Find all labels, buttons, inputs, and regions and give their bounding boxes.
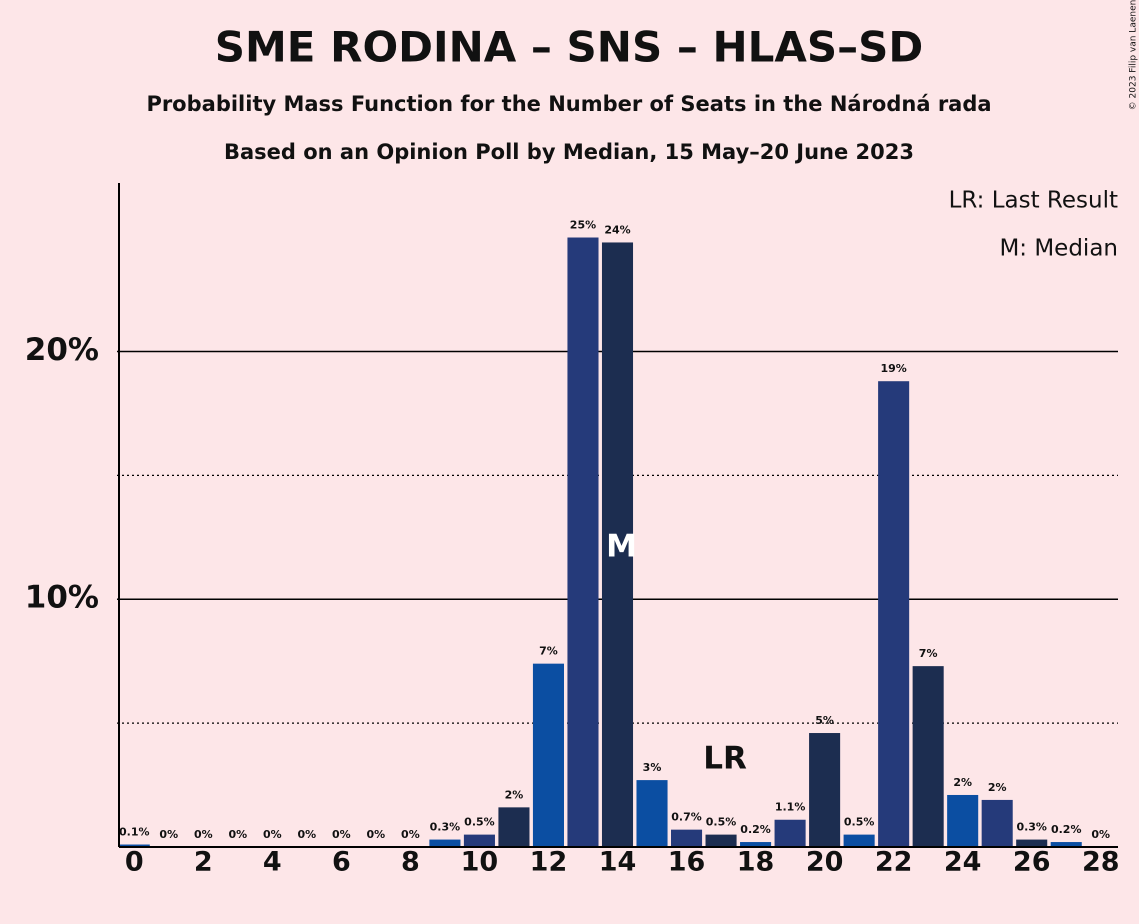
value-label: 5% bbox=[815, 714, 834, 727]
bar bbox=[912, 666, 944, 847]
value-label: 0% bbox=[401, 828, 420, 841]
bar bbox=[636, 780, 668, 847]
legend-entry: LR: Last Result bbox=[949, 188, 1118, 214]
value-label: 2% bbox=[988, 781, 1007, 794]
y-tick-label: 10% bbox=[25, 580, 99, 616]
x-tick-label: 22 bbox=[875, 847, 913, 878]
bar bbox=[740, 842, 772, 847]
x-tick-label: 12 bbox=[530, 847, 568, 878]
bar bbox=[1050, 842, 1082, 847]
value-label: 2% bbox=[505, 788, 524, 801]
value-label: 7% bbox=[919, 647, 938, 660]
bar bbox=[1016, 839, 1048, 847]
value-label: 0.5% bbox=[706, 816, 737, 829]
y-tick-label: 20% bbox=[25, 332, 99, 368]
value-label: 0.3% bbox=[430, 821, 461, 834]
x-tick-label: 0 bbox=[125, 847, 144, 878]
bar bbox=[843, 834, 875, 847]
value-label: 0.3% bbox=[1016, 821, 1047, 834]
value-label: 7% bbox=[539, 645, 558, 658]
bar bbox=[118, 844, 150, 847]
x-tick-label: 14 bbox=[599, 847, 637, 878]
value-label: 3% bbox=[643, 761, 662, 774]
bar bbox=[567, 237, 599, 848]
value-label: 1.1% bbox=[775, 801, 806, 814]
copyright: © 2023 Filip van Laenen bbox=[1129, 0, 1139, 110]
value-label: 0% bbox=[194, 828, 213, 841]
bar bbox=[601, 242, 634, 847]
value-label: 0.7% bbox=[671, 811, 702, 824]
value-label: 0% bbox=[298, 828, 317, 841]
x-tick-label: 20 bbox=[806, 847, 844, 878]
value-label: 0% bbox=[228, 828, 247, 841]
bar bbox=[705, 834, 737, 847]
value-label: 0.2% bbox=[740, 823, 771, 836]
value-label: 2% bbox=[953, 776, 972, 789]
x-tick-label: 4 bbox=[263, 847, 282, 878]
value-label: 19% bbox=[880, 362, 906, 375]
x-tick-label: 26 bbox=[1013, 847, 1051, 878]
value-label: 0% bbox=[263, 828, 282, 841]
x-tick-label: 6 bbox=[332, 847, 351, 878]
annotation: LR bbox=[703, 741, 747, 777]
x-tick-label: 18 bbox=[737, 847, 775, 878]
chart-subtitle: Based on an Opinion Poll by Median, 15 M… bbox=[224, 140, 914, 164]
value-label: 0.2% bbox=[1051, 823, 1082, 836]
x-tick-label: 2 bbox=[194, 847, 213, 878]
value-label: 0% bbox=[367, 828, 386, 841]
x-tick-label: 8 bbox=[401, 847, 420, 878]
x-tick-label: 16 bbox=[668, 847, 706, 878]
value-label: 0.5% bbox=[844, 816, 875, 829]
bar bbox=[774, 819, 806, 847]
bar bbox=[532, 663, 564, 847]
value-label: 0% bbox=[159, 828, 178, 841]
bar bbox=[498, 807, 530, 847]
bar bbox=[671, 829, 703, 847]
value-label: 0% bbox=[332, 828, 351, 841]
value-label: 0.5% bbox=[464, 816, 495, 829]
bar bbox=[463, 834, 495, 847]
bar bbox=[981, 799, 1013, 847]
bar bbox=[878, 381, 910, 847]
x-tick-label: 24 bbox=[944, 847, 982, 878]
value-label: 0% bbox=[1091, 828, 1110, 841]
bar bbox=[947, 794, 979, 847]
legend-entry: M: Median bbox=[999, 236, 1118, 262]
annotation: M bbox=[606, 529, 637, 565]
x-tick-label: 10 bbox=[461, 847, 499, 878]
bar bbox=[809, 733, 841, 847]
value-label: 24% bbox=[604, 223, 630, 236]
chart-title: SME RODINA – SNS – HLAS–SD bbox=[215, 23, 923, 72]
bar bbox=[429, 839, 461, 847]
value-label: 0.1% bbox=[119, 826, 150, 839]
value-label: 25% bbox=[570, 219, 596, 232]
chart-subtitle: Probability Mass Function for the Number… bbox=[146, 92, 991, 116]
x-tick-label: 28 bbox=[1082, 847, 1120, 878]
